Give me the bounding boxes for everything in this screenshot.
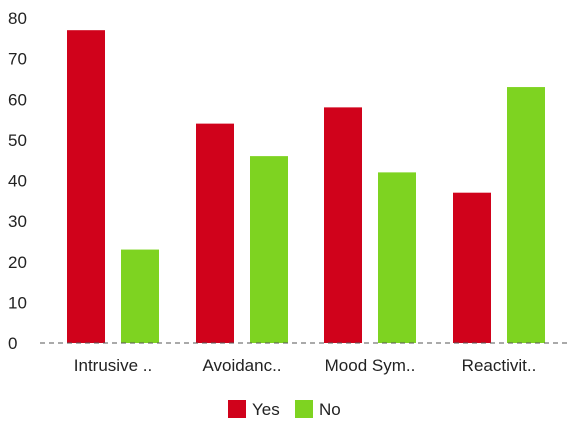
y-tick-label: 0 xyxy=(8,334,17,353)
legend: Yes No xyxy=(228,400,341,419)
legend-label-no: No xyxy=(319,400,341,419)
y-tick-label: 60 xyxy=(8,90,27,109)
y-tick-label: 80 xyxy=(8,9,27,28)
bar-yes-3 xyxy=(324,107,362,343)
legend-swatch-no xyxy=(295,400,313,418)
x-axis-category-labels: Intrusive .. Avoidanc.. Mood Sym.. Reactivi… xyxy=(74,356,537,375)
y-tick-label: 30 xyxy=(8,212,27,231)
bar-yes-4 xyxy=(453,192,491,343)
bar-no-3 xyxy=(378,172,416,343)
bar-no-1 xyxy=(121,249,159,343)
bars xyxy=(67,30,545,343)
bar-yes-1 xyxy=(67,30,105,343)
x-category-label: Avoidanc.. xyxy=(202,356,281,375)
x-category-label: Mood Sym.. xyxy=(325,356,416,375)
x-category-label: Reactivit.. xyxy=(462,356,537,375)
y-tick-label: 50 xyxy=(8,131,27,150)
legend-label-yes: Yes xyxy=(252,400,280,419)
y-tick-label: 70 xyxy=(8,50,27,69)
bar-no-2 xyxy=(250,156,288,343)
x-category-label: Intrusive .. xyxy=(74,356,152,375)
y-tick-label: 10 xyxy=(8,293,27,312)
legend-swatch-yes xyxy=(228,400,246,418)
y-tick-label: 40 xyxy=(8,172,27,191)
bar-no-4 xyxy=(507,87,545,343)
y-axis-tick-labels: 0 10 20 30 40 50 60 70 80 xyxy=(8,9,27,353)
y-tick-label: 20 xyxy=(8,253,27,272)
bar-yes-2 xyxy=(196,123,234,343)
